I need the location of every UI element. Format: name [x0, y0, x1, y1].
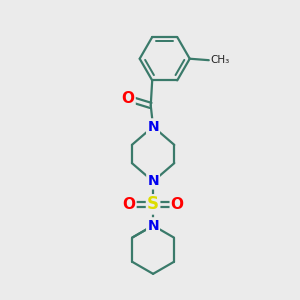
Text: CH₃: CH₃ [210, 55, 230, 65]
Text: N: N [147, 120, 159, 134]
Text: N: N [147, 120, 159, 134]
Text: S: S [147, 195, 159, 213]
Text: N: N [147, 219, 159, 232]
Text: O: O [122, 197, 135, 212]
Text: O: O [122, 92, 135, 106]
Text: O: O [171, 197, 184, 212]
Text: N: N [147, 174, 159, 188]
Text: N: N [147, 219, 159, 232]
